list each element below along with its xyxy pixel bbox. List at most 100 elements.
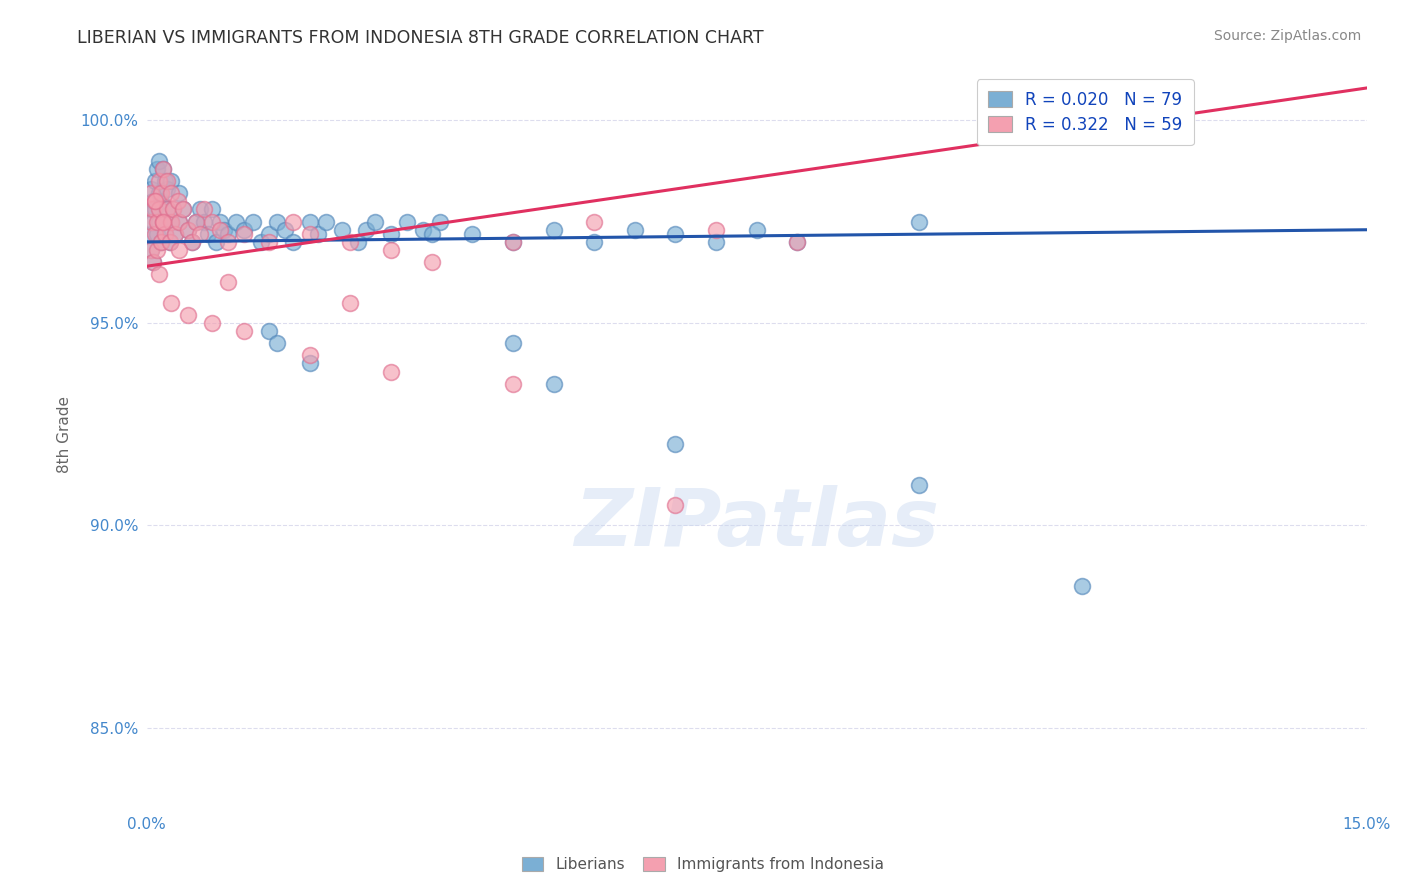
Point: [145, 227, 167, 241]
Point: [212, 223, 235, 237]
Point: [139, 227, 162, 241]
Point: [156, 182, 179, 196]
Point: [160, 186, 183, 201]
Point: [380, 365, 402, 379]
Point: [298, 227, 321, 241]
Point: [363, 214, 385, 228]
Point: [169, 243, 191, 257]
Point: [201, 202, 224, 217]
Point: [145, 243, 167, 257]
Point: [156, 202, 179, 217]
Point: [209, 223, 232, 237]
Point: [148, 202, 170, 217]
Point: [298, 356, 321, 370]
Point: [664, 227, 686, 241]
Point: [347, 235, 370, 249]
Point: [142, 202, 165, 217]
Point: [704, 235, 727, 249]
Point: [412, 223, 434, 237]
Point: [420, 227, 443, 241]
Point: [160, 295, 183, 310]
Point: [139, 182, 162, 196]
Point: [176, 223, 198, 237]
Point: [152, 214, 174, 228]
Point: [188, 202, 211, 217]
Point: [150, 235, 173, 249]
Point: [339, 235, 361, 249]
Point: [143, 194, 166, 209]
Point: [704, 223, 727, 237]
Point: [160, 174, 183, 188]
Point: [142, 194, 165, 209]
Point: [217, 227, 239, 241]
Point: [664, 498, 686, 512]
Point: [225, 214, 247, 228]
Point: [169, 186, 191, 201]
Point: [180, 235, 202, 249]
Point: [143, 227, 166, 241]
Point: [197, 227, 219, 241]
Point: [380, 243, 402, 257]
Point: [193, 214, 215, 228]
Point: [502, 235, 524, 249]
Point: [201, 316, 224, 330]
Point: [156, 202, 179, 217]
Point: [249, 235, 271, 249]
Point: [152, 214, 174, 228]
Point: [139, 214, 162, 228]
Point: [583, 235, 606, 249]
Point: [205, 235, 228, 249]
Point: [315, 214, 337, 228]
Text: Source: ZipAtlas.com: Source: ZipAtlas.com: [1213, 29, 1361, 43]
Point: [217, 235, 239, 249]
Point: [150, 235, 173, 249]
Point: [162, 202, 184, 217]
Point: [543, 223, 565, 237]
Text: ZIPatlas: ZIPatlas: [574, 485, 939, 563]
Point: [242, 214, 264, 228]
Point: [145, 161, 167, 176]
Point: [233, 227, 256, 241]
Point: [169, 214, 191, 228]
Point: [184, 214, 207, 228]
Point: [160, 214, 183, 228]
Point: [143, 202, 166, 217]
Point: [176, 308, 198, 322]
Point: [233, 223, 256, 237]
Point: [152, 161, 174, 176]
Point: [461, 227, 484, 241]
Point: [193, 202, 215, 217]
Point: [786, 235, 808, 249]
Point: [159, 235, 181, 249]
Point: [159, 235, 181, 249]
Point: [139, 243, 162, 257]
Point: [274, 223, 297, 237]
Point: [148, 186, 170, 201]
Point: [148, 174, 170, 188]
Point: [148, 268, 170, 282]
Point: [330, 223, 353, 237]
Legend: R = 0.020   N = 79, R = 0.322   N = 59: R = 0.020 N = 79, R = 0.322 N = 59: [977, 79, 1194, 145]
Point: [283, 214, 305, 228]
Point: [153, 227, 176, 241]
Point: [201, 214, 224, 228]
Point: [148, 153, 170, 168]
Point: [298, 348, 321, 362]
Y-axis label: 8th Grade: 8th Grade: [58, 396, 72, 473]
Point: [153, 174, 176, 188]
Point: [142, 255, 165, 269]
Point: [160, 214, 183, 228]
Point: [142, 214, 165, 228]
Point: [283, 235, 305, 249]
Point: [139, 202, 162, 217]
Point: [150, 186, 173, 201]
Point: [209, 214, 232, 228]
Point: [1071, 579, 1094, 593]
Point: [143, 174, 166, 188]
Point: [786, 235, 808, 249]
Point: [583, 214, 606, 228]
Point: [502, 336, 524, 351]
Point: [169, 214, 191, 228]
Point: [145, 214, 167, 228]
Point: [180, 235, 202, 249]
